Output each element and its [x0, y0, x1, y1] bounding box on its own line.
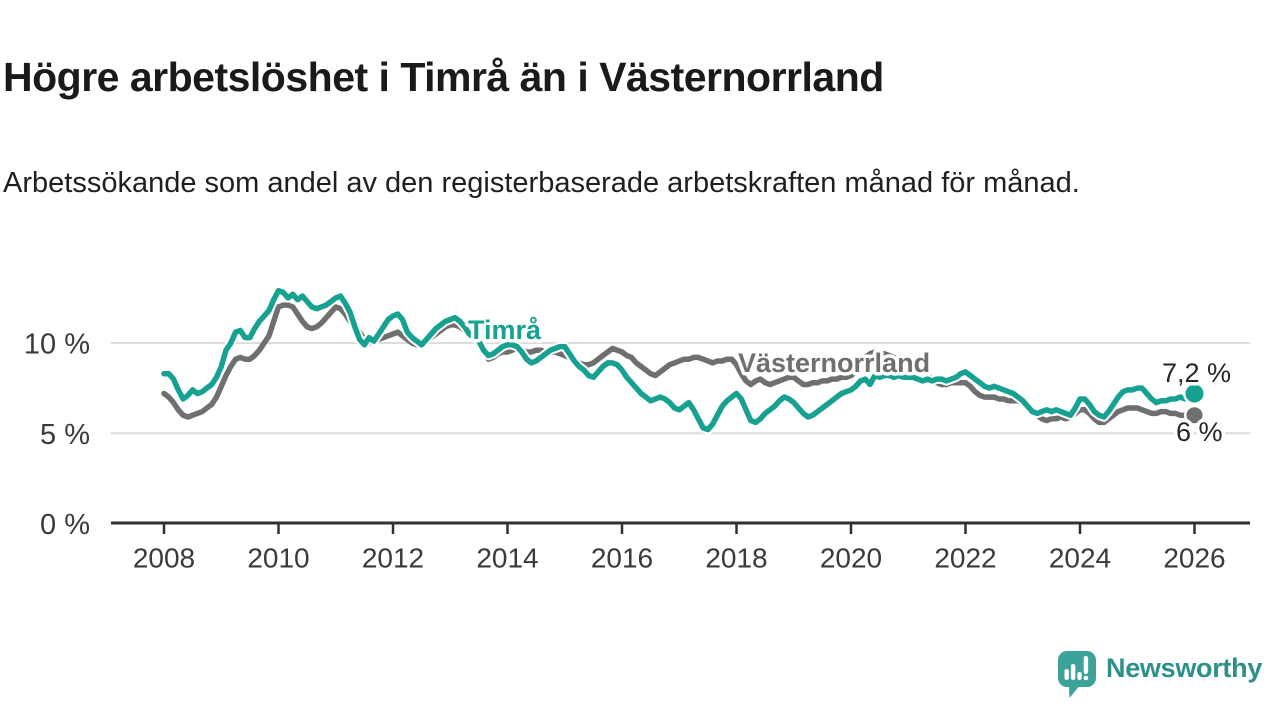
chart-subtitle: Arbetssökande som andel av den registerb…: [3, 167, 1080, 199]
x-axis-tick-label-2024: 2024: [1049, 543, 1111, 574]
series-label-vsternorrland: Västernorrland: [738, 348, 930, 378]
speech-bubble-shape: [1058, 651, 1096, 698]
x-axis-tick-label-2012: 2012: [362, 543, 424, 574]
x-axis-tick-label-2010: 2010: [247, 543, 309, 574]
bar-3: [1077, 672, 1082, 680]
bar-2: [1070, 664, 1076, 680]
series-line-timr: [161, 287, 1198, 433]
x-axis-tick-label-2014: 2014: [476, 543, 538, 574]
y-axis-label-0: 0 %: [40, 509, 90, 541]
x-axis-tick-label-2020: 2020: [820, 543, 882, 574]
end-value-label-timr: 7,2 %: [1162, 358, 1231, 388]
exclamation-bar: [1083, 656, 1089, 674]
end-value-label-vsternorrland: 6 %: [1176, 417, 1223, 447]
x-axis-tick-label-2026: 2026: [1163, 543, 1225, 574]
newsworthy-logo: Newsworthy: [1057, 650, 1262, 699]
end-dot-timr: [1185, 384, 1204, 403]
bar-chart-speech-bubble-icon: [1058, 651, 1096, 698]
y-axis-label-5: 5 %: [40, 419, 90, 451]
y-axis-label-10: 10 %: [24, 329, 90, 361]
x-axis-tick-label-2008: 2008: [133, 543, 195, 574]
x-axis-tick-label-2016: 2016: [591, 543, 653, 574]
series-label-timr: Timrå: [468, 315, 542, 345]
chart-title: Högre arbetslöshet i Timrå än i Västerno…: [3, 54, 884, 101]
end-dot-vsternorrland: [1186, 407, 1203, 424]
bar-1: [1064, 669, 1069, 680]
exclamation-dot: [1083, 675, 1089, 681]
brand-name: Newsworthy: [1106, 653, 1263, 683]
x-axis-tick-label-2022: 2022: [934, 543, 996, 574]
x-axis-tick-label-2018: 2018: [705, 543, 767, 574]
